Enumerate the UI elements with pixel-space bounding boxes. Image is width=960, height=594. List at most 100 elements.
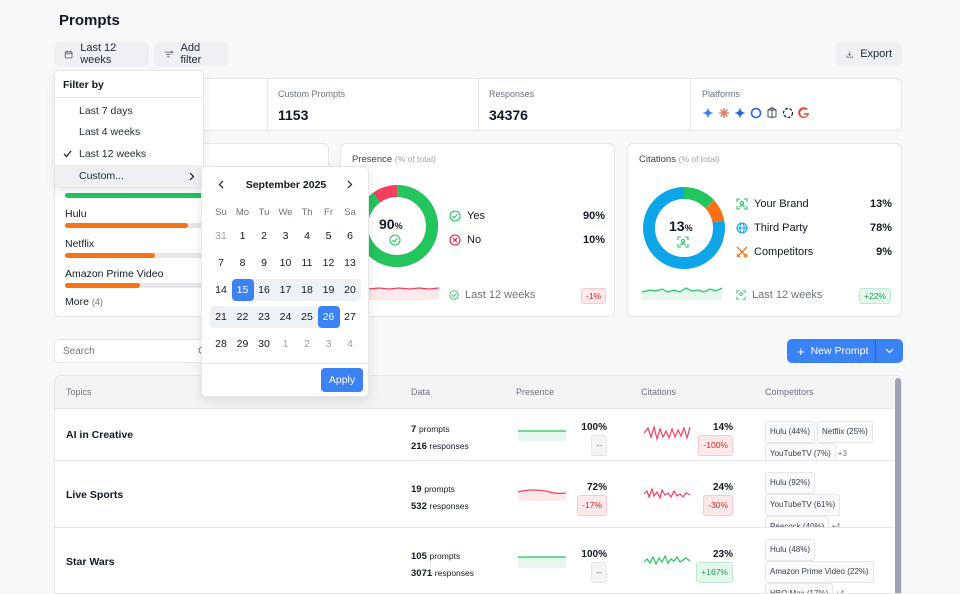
topic-name: AI in Creative [66,429,134,441]
calendar-day[interactable]: 3 [282,230,289,242]
chevron-left-icon[interactable] [218,180,224,189]
topic-name: Live Sports [66,488,124,501]
calendar-day[interactable]: 9 [261,257,267,269]
citations-delta: -30% [703,494,733,516]
menu-item-custom[interactable]: Custom... [55,165,205,187]
competitor-chip: YouTubeTV (61%) [765,493,841,516]
citations-spark-line [644,486,691,500]
calendar-day[interactable]: 25 [301,311,313,323]
competitor-bar-fill [65,283,140,288]
citations-spark-line [644,554,691,565]
plus-icon: + [797,343,805,359]
calendar-day[interactable]: 27 [344,311,356,323]
calendar-day[interactable]: 11 [301,257,313,269]
calendar-day[interactable]: 13 [344,257,356,269]
menu-item-last-4-weeks[interactable]: Last 4 weeks [79,126,141,138]
prompts-count: 105 [411,550,427,562]
calendar-day[interactable]: 20 [344,284,356,296]
citations-third-value: 78% [869,222,892,234]
more-competitors-count[interactable]: +3 [837,449,847,458]
calendar-day[interactable]: 2 [304,338,310,350]
calendar-day[interactable]: 8 [239,257,246,269]
search-box[interactable] [54,339,214,363]
platforms-label: Platforms [702,89,741,99]
menu-item-last-12-weeks[interactable]: Last 12 weeks [55,143,205,165]
weekday-label: Fr [324,207,333,218]
calendar-day[interactable]: 3 [325,338,332,350]
citations-comp-row: Competitors 9% [736,246,892,258]
new-prompt-button[interactable]: + New Prompt [787,339,875,363]
citations-subtitle: (% of total) [678,154,720,164]
more-link[interactable]: More (4) [65,296,103,308]
calendar-day[interactable]: 10 [279,257,292,269]
citations-value: 14% [712,422,733,433]
calendar-day[interactable]: 6 [347,230,353,242]
calendar-day[interactable]: 18 [301,284,313,296]
more-competitors-count[interactable]: +4 [831,521,841,531]
calendar-day[interactable]: 4 [304,230,310,242]
presence-no-label: No [467,234,482,246]
weekday-label: Mo [235,207,250,218]
responses-count: 532 [411,500,427,512]
competitor-bar-fill [65,253,155,258]
copilot-icon [750,107,762,119]
table-row[interactable]: Live Sports 19 prompts 532 responses 72% -17… [55,460,895,538]
citations-sparkline [644,486,691,500]
calendar-day[interactable]: 30 [258,338,270,350]
download-icon [846,50,853,58]
search-input[interactable] [55,340,185,362]
presence-subtitle: (% of total) [394,154,436,164]
presence-no-row: No 10% [449,234,605,246]
calendar-day[interactable]: 22 [236,311,249,323]
presence-cell: 100% -- [575,547,607,583]
calendar-day[interactable]: 31 [215,230,227,242]
calendar-day[interactable]: 2 [261,230,267,242]
citations-center-value: 13% [669,218,693,234]
calendar-day[interactable]: 1 [239,230,246,242]
sparkle-icon [734,107,746,119]
calendar-day[interactable]: 16 [258,284,270,296]
citations-card: Citations (% of total) 13% Your Brand 13… [627,143,902,317]
calendar-day[interactable]: 4 [347,338,353,350]
date-filter-button[interactable]: Last 12 weeks [54,42,149,66]
range-highlight [210,306,340,328]
google-icon [798,107,809,119]
calendar-day[interactable]: 12 [322,257,335,269]
filter-menu-header: Filter by [63,79,104,91]
table-header: Topics Data Presence Citations Competito… [55,376,895,408]
presence-sparkline [369,287,439,300]
apply-button[interactable]: Apply [321,368,363,392]
presence-cell: 100% -- [575,420,607,456]
calendar-day[interactable]: 7 [218,257,224,269]
competitor-name: Hulu [65,208,87,220]
calendar-day[interactable]: 26 [317,306,340,328]
presence-yes-row: Yes 90% [449,210,605,222]
calendar-day[interactable]: 28 [215,338,227,350]
competitor-chip: HBO Max (17%) [765,582,834,593]
stat-divider [267,79,268,130]
filter-menu-divider [55,97,203,98]
new-prompt-dropdown[interactable] [876,339,903,363]
calendar-day[interactable]: 15 [231,279,254,301]
citations-footer: Last 12 weeks [736,289,822,301]
citations-sparkline [644,554,691,565]
add-filter-button[interactable]: Add filter [154,42,228,66]
export-button[interactable]: Export [836,42,902,66]
citations-cell: 14% -100% [691,420,733,456]
calendar-day[interactable]: 29 [236,338,249,350]
calendar-day[interactable]: 5 [325,230,332,242]
calendar-day[interactable]: 19 [322,284,335,296]
calendar-day[interactable]: 1 [282,338,289,350]
calendar-day[interactable]: 21 [215,311,227,323]
calendar-day[interactable]: 23 [258,311,270,323]
responses-label: responses [429,500,469,511]
calendar-day[interactable]: 17 [279,284,292,296]
calendar-day[interactable]: 14 [215,284,227,296]
table-scrollbar[interactable] [895,378,901,593]
menu-item-last-7-days[interactable]: Last 7 days [79,105,133,117]
table-row[interactable]: AI in Creative 7 prompts 216 responses 100%… [55,408,895,465]
chevron-right-icon[interactable] [347,180,353,189]
more-competitors-count[interactable]: +4 [835,588,845,594]
table-row[interactable]: Star Wars 105 prompts 3071 responses 100% --… [55,527,895,594]
calendar-day[interactable]: 24 [279,311,292,323]
